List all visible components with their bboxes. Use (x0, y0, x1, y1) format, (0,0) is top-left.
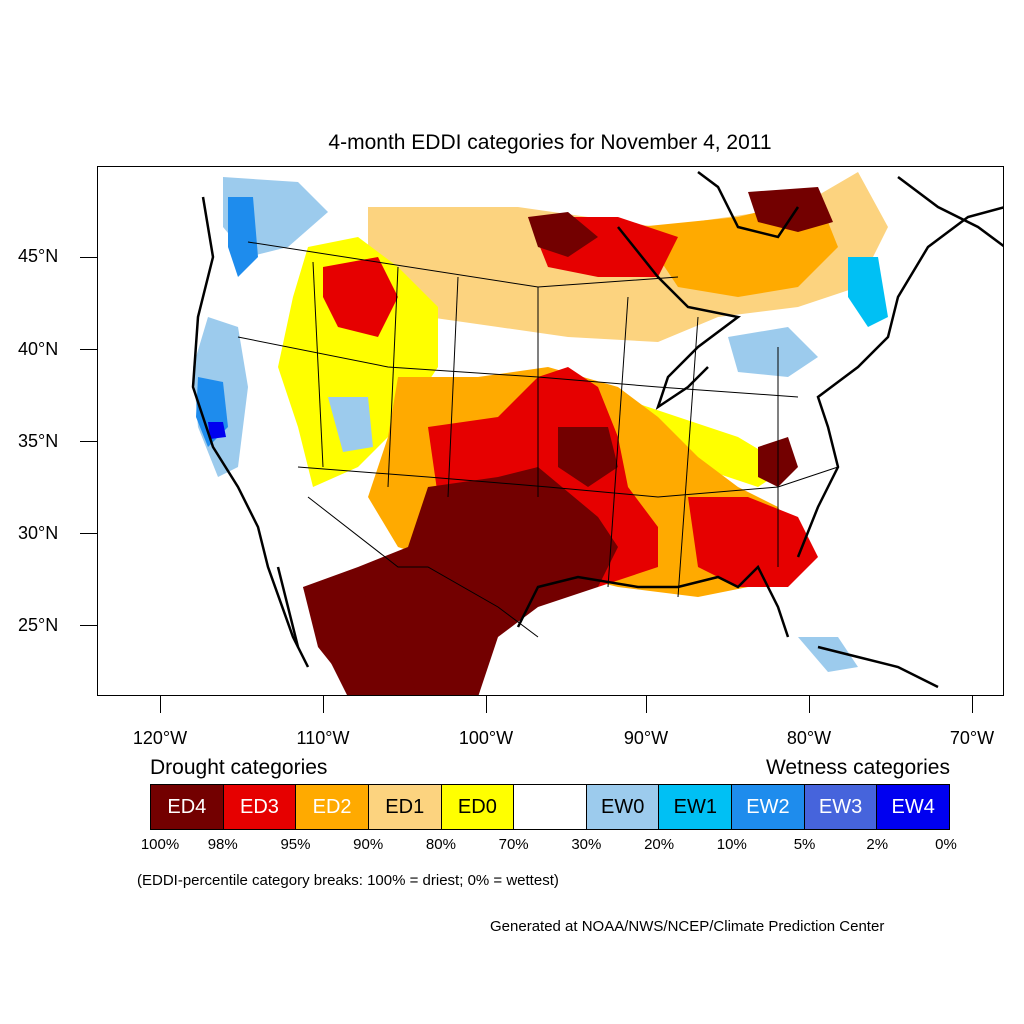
lat-tick (80, 257, 97, 258)
legend-percentile-label: 95% (280, 836, 311, 853)
region-ed4-north (528, 212, 598, 257)
lon-label-90: 90°W (623, 728, 669, 748)
legend-percentile-label: 100% (140, 836, 180, 853)
legend-percentile-label: 2% (866, 836, 889, 853)
lon-tick (646, 696, 647, 713)
legend-wetness-heading: Wetness categories (765, 756, 950, 779)
lat-tick (80, 349, 97, 350)
legend-percentile-label: 90% (353, 836, 384, 853)
legend-percentile-label: 10% (716, 836, 747, 853)
legend-swatch-neutral (514, 785, 587, 829)
legend-swatch-ed1: ED1 (368, 785, 442, 829)
lat-label-35: 35°N (18, 431, 59, 451)
lat-label-30: 30°N (18, 523, 59, 543)
map-title: 4-month EDDI categories for November 4, … (328, 131, 772, 154)
legend-percentile-label: 98% (207, 836, 238, 853)
legend-swatch-ew2: EW2 (732, 785, 805, 829)
legend-swatch-ew0: EW0 (586, 785, 660, 829)
region-ed4-arkansas (558, 427, 618, 487)
coastlines (191, 171, 1003, 689)
lon-tick (323, 696, 324, 713)
region-ew-utah (328, 397, 373, 452)
legend-swatch-ew4: EW4 (877, 785, 950, 829)
lon-tick (972, 696, 973, 713)
legend-swatch-ew3: EW3 (804, 785, 878, 829)
lon-label-80: 80°W (786, 728, 832, 748)
map-canvas (191, 171, 1003, 695)
legend-percentile-label: 5% (793, 836, 816, 853)
lat-label-25: 25°N (18, 615, 59, 635)
lon-tick (809, 696, 810, 713)
legend-drought-heading: Drought categories (150, 756, 328, 779)
region-ew-pnw (228, 197, 258, 277)
region-ew1-ne (848, 257, 888, 327)
credit-line: Generated at NOAA/NWS/NCEP/Climate Predi… (490, 918, 885, 935)
lat-tick (80, 533, 97, 534)
region-ew-gulf (798, 637, 858, 672)
region-ed4-mexico (303, 587, 418, 695)
legend-percentile-label: 30% (571, 836, 602, 853)
lon-label-70: 70°W (949, 728, 995, 748)
legend-swatch-ed2: ED2 (296, 785, 369, 829)
lon-label-120: 120°W (132, 728, 188, 748)
lon-tick (160, 696, 161, 713)
eddi-map (97, 166, 1004, 696)
legend-swatch-ed0: ED0 (441, 785, 515, 829)
legend-percentile-label: 0% (935, 836, 957, 853)
state-boundaries (237, 241, 839, 638)
lon-label-100: 100°W (458, 728, 514, 748)
lon-label-110: 110°W (296, 728, 350, 748)
legend-swatch-ed4: ED4 (151, 785, 224, 829)
region-ed3-southeast (688, 497, 818, 587)
lon-tick (486, 696, 487, 713)
legend-note: (EDDI-percentile category breaks: 100% =… (137, 872, 559, 889)
legend-percentile-label: 20% (644, 836, 675, 853)
legend-colorbar: ED4 ED3 ED2 ED1 ED0 EW0 EW1 EW2 EW3 EW4 (150, 784, 950, 830)
region-ed3-mt (323, 257, 398, 337)
lat-tick (80, 625, 97, 626)
legend-swatch-ew1: EW1 (659, 785, 733, 829)
region-ed4-quebec (748, 187, 833, 232)
legend-percentile-label: 80% (425, 836, 456, 853)
lat-label-40: 40°N (18, 339, 59, 359)
lat-label-45: 45°N (18, 246, 59, 266)
region-ew-greatlakes (728, 327, 818, 377)
lat-tick (80, 441, 97, 442)
legend-percentile-label: 70% (498, 836, 529, 853)
region-ew4-ca (208, 422, 226, 439)
legend-swatch-ed3: ED3 (223, 785, 297, 829)
